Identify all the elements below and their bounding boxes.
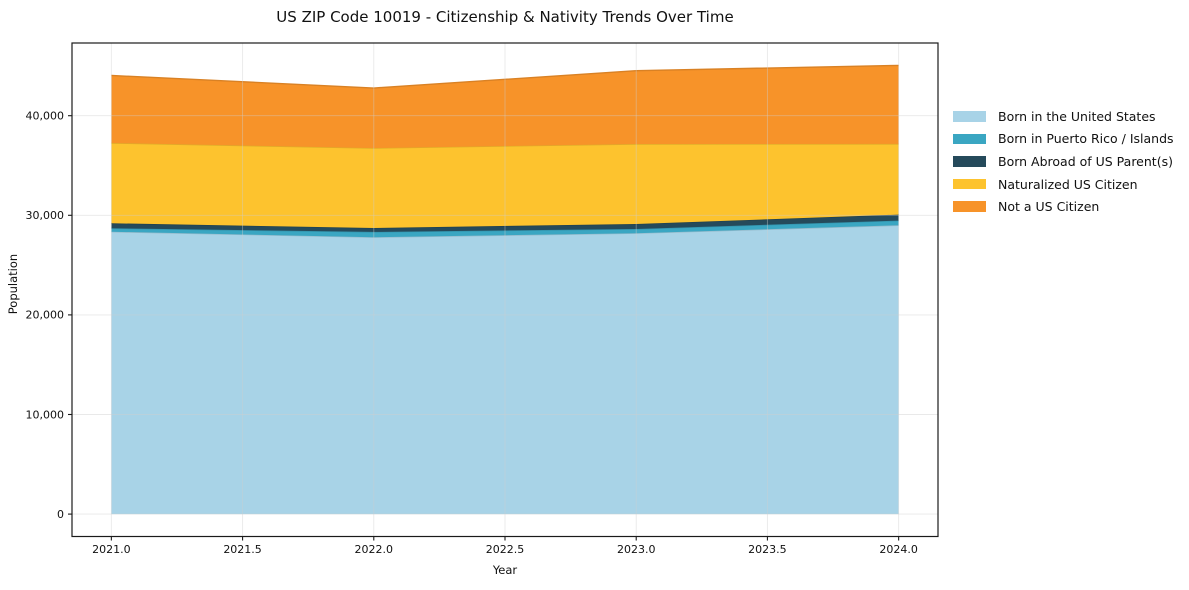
area-4 [111, 142, 899, 228]
y-tick-label: 0 [57, 508, 64, 521]
chart-title: US ZIP Code 10019 - Citizenship & Nativi… [276, 8, 734, 26]
y-tick-label: 40,000 [26, 110, 65, 123]
x-tick-label: 2023.0 [617, 543, 656, 556]
y-tick-label: 10,000 [26, 408, 65, 421]
legend-item-5: Not a US Citizen [953, 195, 1174, 218]
legend-swatch-icon [953, 201, 986, 212]
legend-item-3: Born Abroad of US Parent(s) [953, 150, 1174, 173]
legend-swatch-icon [953, 178, 986, 190]
area-3 [111, 214, 899, 232]
legend-label: Born in Puerto Rico / Islands [998, 131, 1174, 147]
legend-label: Not a US Citizen [998, 199, 1100, 215]
x-tick-label: 2022.0 [355, 543, 394, 556]
area-1 [111, 225, 899, 515]
legend-item-2: Born in Puerto Rico / Islands [953, 128, 1174, 151]
x-tick-label: 2024.0 [879, 543, 918, 556]
legend-swatch-icon [953, 156, 986, 167]
legend-label: Naturalized US Citizen [998, 176, 1138, 192]
y-tick-label: 30,000 [26, 209, 65, 222]
legend-swatch-icon [953, 133, 986, 145]
area-edge-4 [111, 142, 899, 149]
area-5 [111, 65, 899, 149]
area-edge-5 [111, 64, 899, 89]
legend-swatch-icon [953, 111, 986, 122]
legend-item-4: Naturalized US Citizen [953, 173, 1174, 196]
area-2 [111, 220, 899, 238]
x-tick-label: 2023.5 [748, 543, 787, 556]
x-tick-label: 2021.0 [92, 543, 131, 556]
x-axis-label: Year [492, 563, 518, 577]
legend: Born in the United States Born in Puerto … [953, 105, 1174, 218]
legend-label: Born in the United States [998, 108, 1156, 124]
x-tick-label: 2022.5 [486, 543, 525, 556]
legend-item-1: Born in the United States [953, 105, 1174, 128]
y-tick-label: 20,000 [26, 309, 65, 322]
x-tick-label: 2021.5 [223, 543, 262, 556]
legend-label: Born Abroad of US Parent(s) [998, 153, 1173, 169]
